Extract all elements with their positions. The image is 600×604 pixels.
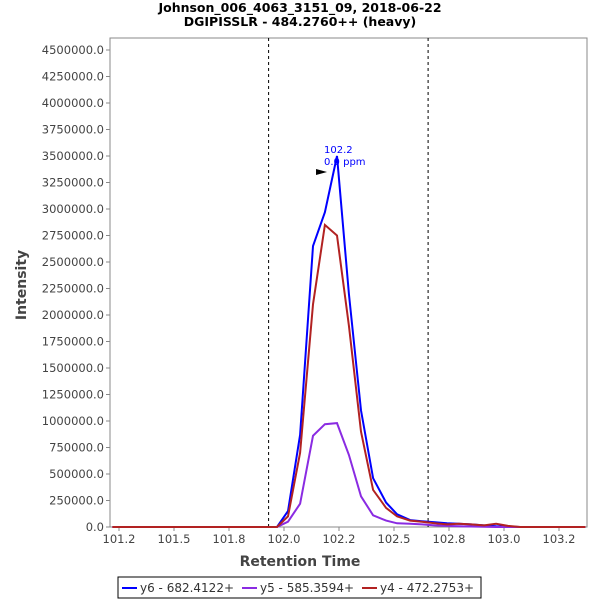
y-tick-label: 3750000.0 xyxy=(42,123,104,137)
y-tick-label: 2000000.0 xyxy=(42,308,104,322)
y-tick-label: 3000000.0 xyxy=(42,202,104,216)
legend-label: y5 - 585.3594+ xyxy=(260,581,354,595)
y-tick-label: 500000.0 xyxy=(49,467,104,481)
x-tick-label: 102.0 xyxy=(268,532,301,546)
y-tick-label: 3500000.0 xyxy=(42,149,104,163)
y-tick-label: 1500000.0 xyxy=(42,361,104,375)
legend-label: y4 - 472.2753+ xyxy=(380,581,474,595)
y-tick-label: 0.0 xyxy=(86,520,104,534)
legend-label: y6 - 682.4122+ xyxy=(140,581,234,595)
y-tick-label: 2500000.0 xyxy=(42,255,104,269)
y-tick-label: 250000.0 xyxy=(49,494,104,508)
legend-box xyxy=(117,576,482,599)
chart-subtitle: DGIPISSLR - 484.2760++ (heavy) xyxy=(184,14,417,29)
x-tick-label: 102.2 xyxy=(323,532,356,546)
x-tick-label: 103.0 xyxy=(488,532,521,546)
peak-annotation-rt: 102.2 xyxy=(324,145,353,156)
x-tick-label: 102.5 xyxy=(378,532,411,546)
peak-annotation-ppm: 0.0 ppm xyxy=(324,157,366,168)
chart-title: Johnson_006_4063_3151_09, 2018-06-22 xyxy=(157,0,441,16)
x-axis-label: Retention Time xyxy=(240,554,361,570)
legend: y6 - 682.4122+ y5 - 585.3594+ y4 - 472.275… xyxy=(117,576,482,599)
y-axis-label: Intensity xyxy=(14,250,30,320)
series-line xyxy=(112,422,586,528)
x-tick-label: 101.5 xyxy=(158,532,191,546)
y-tick-label: 4000000.0 xyxy=(42,96,104,110)
y-tick-label: 4500000.0 xyxy=(42,43,104,57)
peak-arrow-icon xyxy=(316,169,328,175)
x-tick-label: 101.8 xyxy=(213,532,246,546)
x-tick-label: 103.2 xyxy=(543,532,576,546)
x-tick-label: 101.2 xyxy=(103,532,136,546)
y-tick-label: 3250000.0 xyxy=(42,176,104,190)
y-tick-label: 4250000.0 xyxy=(42,70,104,84)
x-tick-label: 102.8 xyxy=(433,532,466,546)
series-line xyxy=(112,222,586,528)
y-tick-label: 2750000.0 xyxy=(42,229,104,243)
y-tick-label: 750000.0 xyxy=(49,441,104,455)
y-tick-label: 1250000.0 xyxy=(42,388,104,402)
y-tick-label: 1000000.0 xyxy=(42,414,104,428)
y-tick-label: 1750000.0 xyxy=(42,335,104,349)
y-tick-label: 2250000.0 xyxy=(42,282,104,296)
